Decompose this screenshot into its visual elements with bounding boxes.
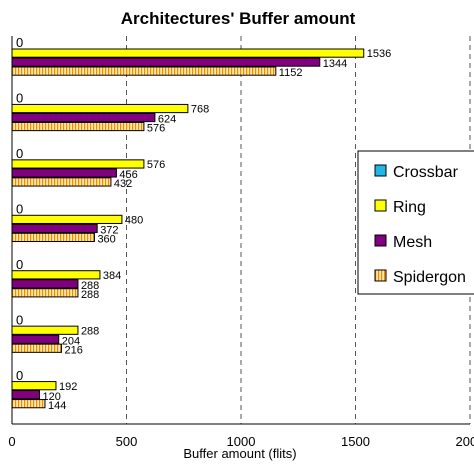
legend-label-mesh: Mesh bbox=[393, 234, 432, 251]
value-label: 1344 bbox=[323, 58, 347, 70]
bar-spidergon bbox=[11, 66, 277, 76]
value-label: 288 bbox=[81, 289, 99, 301]
value-label: 0 bbox=[16, 91, 23, 106]
bar-ring bbox=[11, 103, 189, 114]
value-label: 456 bbox=[119, 169, 137, 181]
legend-swatch-mesh bbox=[374, 234, 387, 247]
bar-ring bbox=[11, 270, 101, 280]
value-label: 0 bbox=[16, 257, 23, 272]
bar-ring bbox=[11, 325, 79, 335]
bar-spidergon bbox=[11, 177, 112, 187]
value-label: 0 bbox=[16, 201, 23, 216]
value-label: 768 bbox=[191, 104, 209, 116]
legend-label-ring: Ring bbox=[393, 199, 426, 216]
legend-label-spidergon: Spidergon bbox=[393, 269, 466, 286]
bar-mesh bbox=[11, 279, 79, 289]
value-label: 1152 bbox=[279, 67, 303, 79]
legend-label-crossbar: Crossbar bbox=[393, 164, 459, 181]
bar-spidergon bbox=[11, 399, 46, 409]
bar-spidergon bbox=[11, 343, 62, 353]
value-label: 576 bbox=[147, 123, 165, 135]
bar-spidergon bbox=[11, 288, 79, 298]
value-label: 0 bbox=[16, 312, 23, 327]
bar-spidergon bbox=[11, 121, 145, 132]
value-label: 384 bbox=[103, 270, 121, 282]
grid-lines bbox=[126, 36, 471, 424]
legend-swatch-spidergon bbox=[374, 269, 387, 282]
legend-swatch-crossbar bbox=[374, 164, 387, 177]
x-tick-label: 500 bbox=[116, 434, 138, 449]
bar-ring bbox=[11, 159, 145, 169]
chart-title: Architectures' Buffer amount bbox=[121, 9, 356, 28]
value-label: 288 bbox=[81, 325, 99, 337]
value-label: 480 bbox=[125, 214, 143, 226]
value-label: 576 bbox=[147, 159, 165, 171]
bar-mesh bbox=[11, 390, 40, 400]
legend-swatch-ring bbox=[374, 199, 387, 212]
value-label: 372 bbox=[100, 224, 118, 236]
axes: 0 500 1000 1500 2000 bbox=[8, 36, 474, 449]
value-label: 288 bbox=[81, 280, 99, 292]
value-label: 216 bbox=[64, 344, 82, 356]
x-tick-label: 0 bbox=[8, 434, 15, 449]
value-label: 204 bbox=[62, 335, 80, 347]
value-label: 0 bbox=[16, 146, 23, 161]
value-label: 144 bbox=[48, 400, 66, 412]
value-label: 192 bbox=[59, 381, 77, 393]
bar-mesh bbox=[11, 112, 156, 123]
bar-mesh bbox=[11, 223, 98, 233]
x-tick-label: 1000 bbox=[227, 434, 256, 449]
bar-ring bbox=[11, 48, 365, 58]
bar-spidergon bbox=[11, 232, 95, 242]
bar-mesh bbox=[11, 57, 321, 67]
bar-ring bbox=[11, 214, 123, 224]
x-tick-label: 1500 bbox=[341, 434, 370, 449]
value-label: 0 bbox=[16, 35, 23, 50]
value-label: 624 bbox=[158, 114, 176, 126]
bar-mesh bbox=[11, 334, 60, 344]
x-axis-label: Buffer amount (flits) bbox=[183, 446, 296, 461]
value-label: 360 bbox=[97, 233, 115, 245]
bar-ring bbox=[11, 381, 57, 391]
value-label: 432 bbox=[114, 178, 132, 190]
value-labels: 0153613441152076862457605764564320480372… bbox=[16, 35, 391, 412]
bar-mesh bbox=[11, 168, 117, 178]
value-label: 1536 bbox=[367, 48, 391, 60]
value-label: 120 bbox=[42, 391, 60, 403]
value-label: 0 bbox=[16, 368, 23, 383]
x-tick-label: 2000 bbox=[456, 434, 474, 449]
legend: Crossbar Ring Mesh Spidergon bbox=[357, 150, 474, 295]
